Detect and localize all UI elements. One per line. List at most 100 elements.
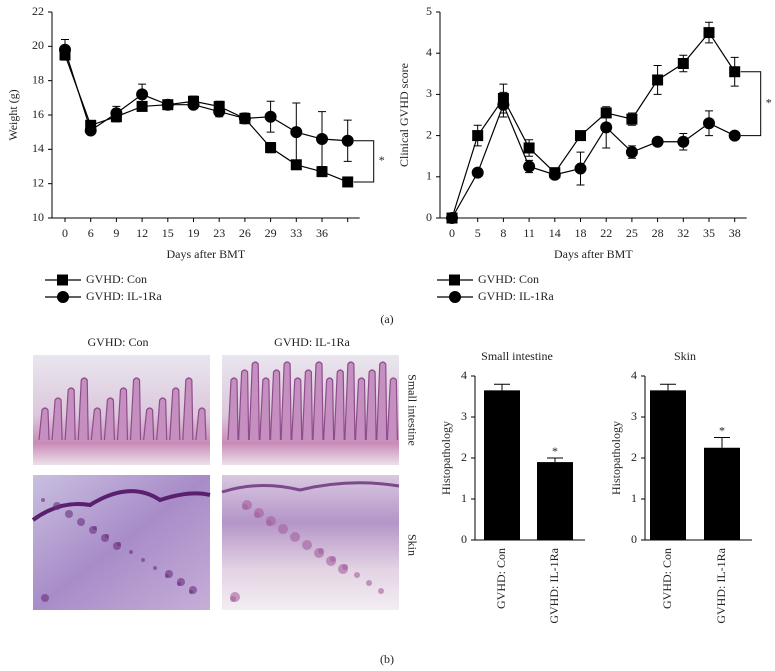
legend-label: GVHD: IL-1Ra <box>86 289 162 303</box>
x-tick-label: 28 <box>652 226 664 240</box>
villus <box>103 397 115 441</box>
row-label: Skin <box>405 534 419 556</box>
error-bar <box>494 383 510 391</box>
y-tick-label: 1 <box>461 491 467 505</box>
significance-label: * <box>766 95 772 109</box>
x-tick-label: 29 <box>265 226 277 240</box>
marker <box>728 129 741 142</box>
y-tick-label: 18 <box>32 72 44 86</box>
marker <box>290 159 302 171</box>
significance-label: * <box>379 153 385 167</box>
villus <box>280 361 292 441</box>
y-tick-label: 10 <box>32 210 44 224</box>
villus <box>77 377 89 441</box>
x-tick-label: 36 <box>316 226 328 240</box>
marker <box>84 124 97 137</box>
marker <box>703 27 715 39</box>
marker <box>471 166 484 179</box>
villus <box>129 377 142 441</box>
cell <box>278 524 288 534</box>
x-tick-label: 8 <box>500 226 506 240</box>
cell <box>290 532 300 542</box>
cell <box>53 502 61 510</box>
error-bar <box>660 383 676 391</box>
y-axis-label: Clinical GVHD score <box>397 63 411 167</box>
marker <box>472 130 484 142</box>
x-tick-label: 0 <box>62 226 68 240</box>
villus <box>169 387 181 441</box>
villus <box>156 397 168 441</box>
bar <box>484 390 520 540</box>
x-tick-label: 5 <box>475 226 481 240</box>
x-tick-label: 14 <box>549 226 561 240</box>
cell <box>330 556 336 562</box>
cell <box>342 564 348 570</box>
histology-image <box>33 475 210 610</box>
cell <box>378 588 384 594</box>
histology-panel: GVHD: Con GVHD: IL-1Ra Small intestine S… <box>31 335 419 610</box>
y-tick-label: 22 <box>32 4 44 18</box>
y-tick-label: 3 <box>631 409 637 423</box>
cell <box>366 580 372 586</box>
cell <box>41 594 49 602</box>
x-tick-label: GVHD: Con <box>660 548 674 609</box>
row-label: Small intestine <box>405 374 419 446</box>
significance-bracket <box>740 71 762 137</box>
villus <box>323 377 335 441</box>
x-axis-label: Days after BMT <box>167 247 246 261</box>
marker <box>290 126 303 139</box>
marker <box>341 134 354 147</box>
column-header: GVHD: IL-1Ra <box>274 335 350 349</box>
villus <box>51 397 63 441</box>
cell <box>254 508 264 518</box>
legend-marker <box>449 274 460 286</box>
bar <box>704 447 740 540</box>
marker <box>651 135 664 148</box>
villus <box>182 377 194 441</box>
y-tick-label: 2 <box>461 450 467 464</box>
legend-marker <box>57 274 68 286</box>
villus <box>354 377 367 441</box>
tissue-edge <box>221 481 400 494</box>
y-tick-label: 1 <box>631 491 637 505</box>
marker <box>677 135 690 148</box>
y-tick-label: 0 <box>426 210 432 224</box>
villus <box>238 369 250 441</box>
cell <box>117 542 121 546</box>
series-line <box>451 31 736 219</box>
x-tick-label: 19 <box>188 226 200 240</box>
cell <box>318 548 324 554</box>
x-tick-label: 38 <box>729 226 741 240</box>
x-tick-label: 26 <box>239 226 251 240</box>
villus <box>333 369 345 441</box>
marker <box>703 117 715 130</box>
villus <box>38 407 50 441</box>
marker <box>110 107 123 120</box>
legend-label: GVHD: Con <box>478 272 539 286</box>
y-axis-label: Histopathology <box>439 421 453 495</box>
error-bar <box>714 437 730 448</box>
panel-label: (b) <box>380 652 394 666</box>
legend-marker <box>57 291 69 303</box>
cell <box>266 516 276 526</box>
y-tick-label: 1 <box>426 169 432 183</box>
marker <box>136 88 149 101</box>
series-line <box>451 103 735 219</box>
villus <box>344 361 356 441</box>
cell <box>354 572 360 578</box>
marker <box>523 160 536 173</box>
marker <box>136 100 148 112</box>
marker <box>59 43 71 56</box>
villus <box>259 377 271 441</box>
x-tick-label: 0 <box>449 226 455 240</box>
villus <box>195 407 207 441</box>
x-tick-label: 35 <box>703 226 715 240</box>
y-tick-label: 4 <box>461 368 467 382</box>
significance-bracket <box>353 140 375 183</box>
marker <box>265 142 277 154</box>
series-line <box>64 49 348 142</box>
villus <box>301 369 313 441</box>
cell <box>242 500 252 510</box>
